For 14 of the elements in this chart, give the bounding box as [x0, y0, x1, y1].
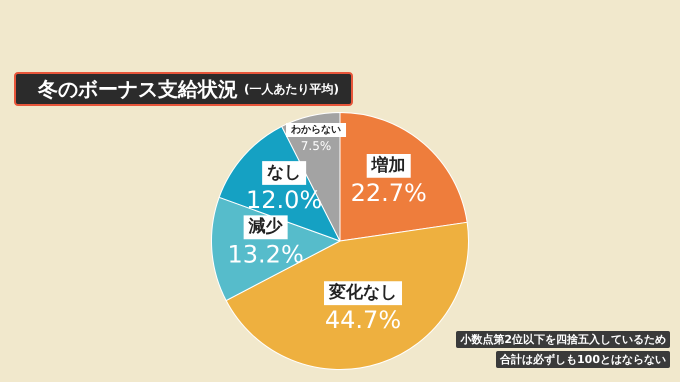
text: 小数点第2位以下を四捨五入しているため — [456, 331, 670, 348]
data-label: 44.7% — [324, 306, 402, 334]
slice-label: 減少 — [248, 216, 284, 237]
slice-label: わからない — [290, 124, 342, 136]
chart-title: 冬のボーナス支給状況 — [38, 76, 238, 102]
data-label: 7.5% — [300, 139, 332, 154]
slice-label: なし — [267, 162, 302, 182]
data-label: 13.2% — [228, 240, 304, 268]
chart-subtitle: (一人あたり平均) — [244, 80, 339, 98]
slice-label: 変化なし — [328, 282, 398, 303]
slice-label: 増加 — [370, 154, 406, 176]
data-label: 22.7% — [350, 178, 427, 207]
text: 合計は必ずしも100とはならない — [496, 351, 670, 368]
data-label: 12.0% — [246, 186, 322, 214]
